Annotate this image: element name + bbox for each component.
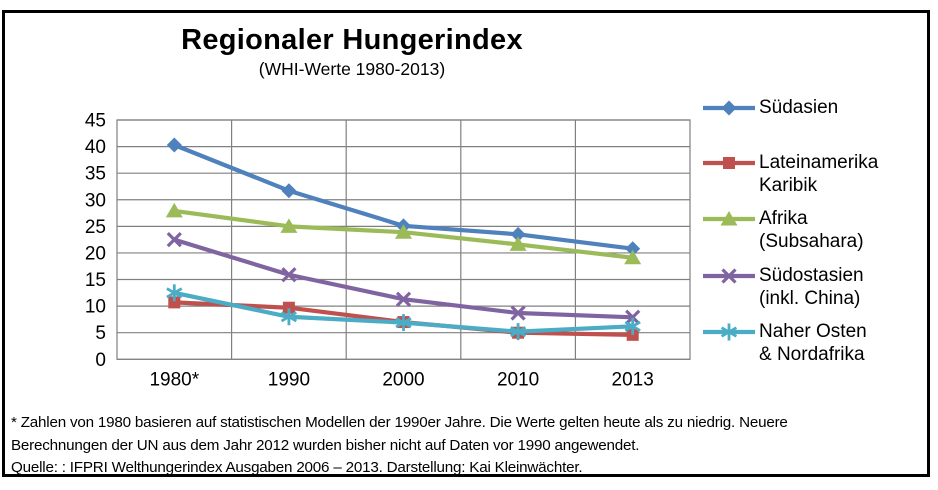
marker-x (625, 309, 641, 325)
y-tick-label: 30 (85, 190, 106, 211)
marker-x (395, 291, 412, 307)
series-Naher Osten & Nordafrika (166, 284, 641, 341)
marker-asterisk (509, 323, 527, 341)
x-tick-label: 2013 (612, 369, 654, 390)
footnote-line-2: Berechnungen der UN aus dem Jahr 2012 wu… (11, 436, 640, 454)
marker-square (168, 296, 181, 309)
source-line: Quelle: : IFPRI Welthungerindex Ausgaben… (11, 459, 583, 477)
y-tick-label: 15 (85, 270, 106, 291)
x-tick-label: 1990 (268, 369, 310, 390)
marker-x (281, 267, 297, 283)
y-tick-label: 5 (95, 323, 106, 344)
marker-asterisk (395, 314, 412, 332)
x-tick-label: 2000 (382, 369, 424, 390)
x-tick-label: 2010 (497, 369, 539, 390)
y-tick-label: 20 (85, 243, 106, 264)
series-Afrika (Subsahara) (165, 202, 642, 265)
marker-asterisk (624, 317, 641, 335)
x-tick-label: 1980* (149, 369, 199, 390)
marker-x (166, 232, 182, 248)
marker-asterisk (166, 284, 183, 302)
series-Südostasien (inkl. China) (166, 232, 641, 325)
marker-triangle (624, 249, 642, 265)
marker-diamond (281, 183, 297, 199)
footnote-line-1: * Zahlen von 1980 basieren auf statistis… (11, 414, 788, 431)
footnote-block: * Zahlen von 1980 basieren auf statistis… (11, 412, 923, 480)
marker-diamond (166, 137, 182, 153)
marker-triangle (395, 224, 412, 239)
marker-diamond (510, 226, 526, 242)
x-axis-labels: 1980* 1990 2000 2010 2013 (149, 369, 653, 390)
marker-triangle (165, 202, 183, 218)
y-tick-label: 45 (85, 111, 106, 132)
chart-title: Regionaler Hungerindex (181, 24, 523, 56)
marker-triangle (509, 236, 527, 251)
plot-border (116, 119, 691, 360)
marker-triangle (280, 218, 298, 233)
y-tick-label: 40 (85, 137, 106, 158)
chart-subtitle: (WHI-Werte 1980-2013) (258, 59, 446, 79)
marker-x (510, 305, 526, 321)
y-tick-label: 0 (95, 350, 106, 371)
marker-square (626, 328, 639, 341)
marker-asterisk (280, 308, 298, 326)
y-tick-label: 25 (85, 217, 106, 238)
y-axis-labels: 0 5 10 15 20 25 30 35 40 45 (85, 111, 106, 371)
marker-diamond (625, 241, 641, 257)
y-tick-label: 10 (85, 297, 106, 318)
marker-square (282, 301, 295, 314)
y-tick-label: 35 (85, 164, 106, 185)
